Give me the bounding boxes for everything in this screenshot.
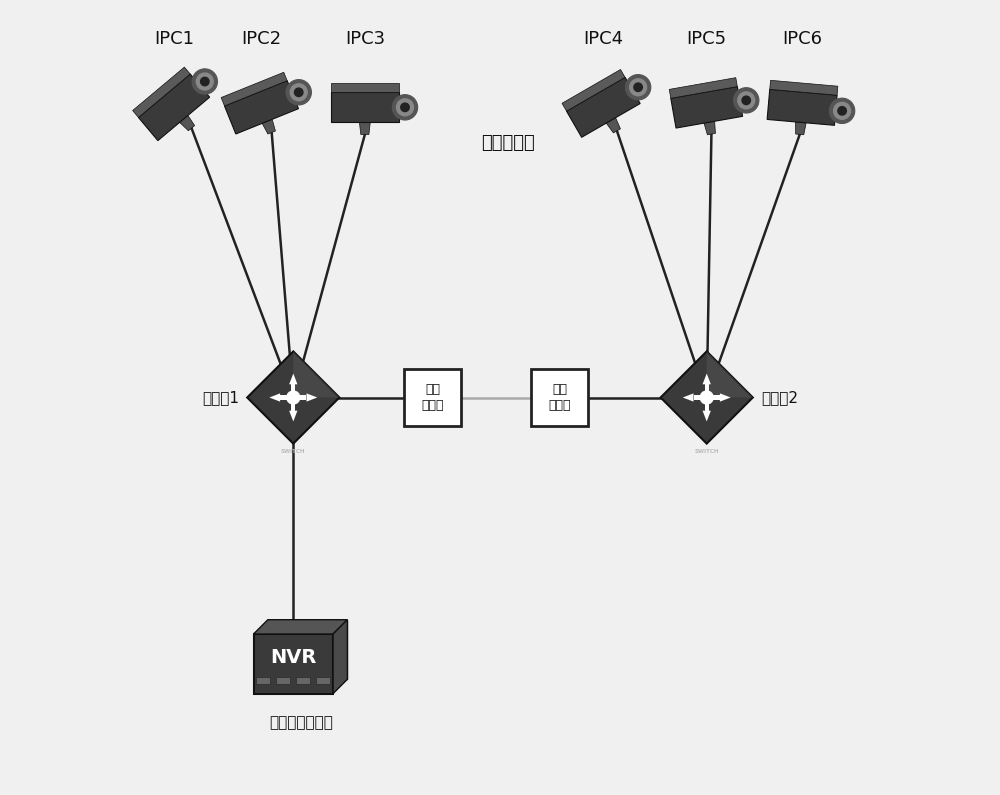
Polygon shape (705, 398, 709, 411)
Polygon shape (703, 411, 711, 421)
Polygon shape (683, 394, 694, 401)
Polygon shape (133, 67, 190, 118)
Text: SWITCH: SWITCH (694, 449, 719, 454)
Circle shape (738, 92, 755, 109)
Polygon shape (704, 122, 715, 135)
Text: 交换机1: 交换机1 (202, 390, 239, 405)
Text: NVR: NVR (270, 649, 316, 667)
Polygon shape (333, 620, 347, 693)
Text: IPC6: IPC6 (782, 29, 822, 48)
Polygon shape (359, 122, 370, 134)
Text: IPC4: IPC4 (583, 29, 623, 48)
FancyBboxPatch shape (296, 677, 310, 684)
Polygon shape (269, 394, 280, 401)
Circle shape (700, 391, 713, 404)
Polygon shape (180, 115, 195, 130)
Circle shape (634, 83, 642, 91)
Circle shape (286, 80, 311, 105)
Polygon shape (705, 384, 709, 398)
Circle shape (290, 83, 307, 101)
FancyBboxPatch shape (268, 620, 347, 679)
Polygon shape (138, 74, 210, 141)
Polygon shape (293, 351, 339, 398)
Polygon shape (707, 351, 753, 398)
Text: IPC1: IPC1 (154, 29, 194, 48)
Circle shape (294, 88, 303, 96)
FancyBboxPatch shape (276, 677, 290, 684)
Circle shape (192, 69, 217, 94)
Polygon shape (606, 118, 620, 133)
Circle shape (287, 391, 300, 404)
Polygon shape (280, 395, 293, 400)
Polygon shape (661, 351, 753, 444)
Polygon shape (291, 384, 295, 398)
Circle shape (734, 87, 759, 113)
Polygon shape (720, 394, 731, 401)
Polygon shape (694, 395, 707, 400)
Polygon shape (291, 398, 295, 411)
Circle shape (630, 79, 647, 95)
Polygon shape (567, 77, 640, 138)
Polygon shape (262, 119, 275, 134)
Circle shape (201, 77, 209, 86)
Circle shape (196, 73, 213, 90)
Polygon shape (707, 395, 720, 400)
Circle shape (401, 103, 409, 111)
Text: 光纤
收发器: 光纤 收发器 (548, 383, 571, 412)
Circle shape (392, 95, 418, 120)
Polygon shape (221, 72, 287, 106)
Circle shape (838, 107, 846, 115)
Text: 交换机2: 交换机2 (761, 390, 798, 405)
Polygon shape (331, 83, 399, 92)
Text: 网络摄像机: 网络摄像机 (481, 134, 535, 152)
Polygon shape (331, 92, 399, 122)
Text: SWITCH: SWITCH (281, 449, 306, 454)
Circle shape (397, 99, 413, 116)
Polygon shape (795, 122, 806, 135)
Text: 网络视频录像机: 网络视频录像机 (269, 716, 333, 731)
Polygon shape (306, 394, 317, 401)
FancyBboxPatch shape (404, 369, 461, 426)
Polygon shape (247, 351, 339, 444)
FancyBboxPatch shape (531, 369, 588, 426)
Polygon shape (767, 89, 837, 126)
Polygon shape (671, 87, 743, 128)
Text: IPC3: IPC3 (345, 29, 385, 48)
Polygon shape (225, 80, 298, 134)
Polygon shape (293, 395, 306, 400)
Text: IPC5: IPC5 (687, 29, 727, 48)
Polygon shape (254, 620, 347, 634)
Circle shape (829, 98, 855, 123)
Polygon shape (289, 411, 297, 421)
Polygon shape (289, 374, 297, 384)
Text: 光纤
收发器: 光纤 收发器 (421, 383, 444, 412)
Circle shape (625, 75, 651, 100)
FancyBboxPatch shape (256, 677, 270, 684)
Polygon shape (770, 80, 838, 95)
Text: IPC2: IPC2 (241, 29, 282, 48)
Polygon shape (562, 69, 625, 111)
Polygon shape (703, 374, 711, 384)
FancyBboxPatch shape (254, 634, 333, 693)
Polygon shape (669, 78, 737, 99)
FancyBboxPatch shape (316, 677, 330, 684)
Circle shape (742, 96, 750, 105)
Circle shape (834, 103, 851, 119)
